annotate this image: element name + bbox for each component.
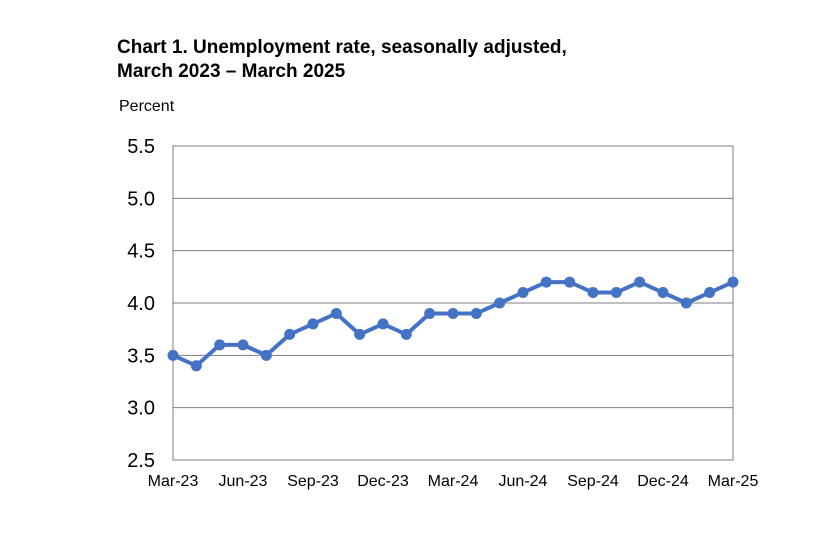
- chart-title-line-2: March 2023 – March 2025: [117, 61, 346, 82]
- data-point: [167, 349, 179, 361]
- data-point: [610, 287, 622, 299]
- data-point: [540, 276, 552, 288]
- data-point: [680, 297, 692, 309]
- data-point: [634, 276, 646, 288]
- y-tick-label: 4.5: [127, 241, 155, 263]
- data-point: [447, 307, 459, 319]
- x-tick-label: Mar-25: [708, 473, 759, 490]
- data-point: [494, 297, 506, 309]
- data-point: [727, 276, 739, 288]
- y-axis-label: Percent: [119, 98, 175, 115]
- x-tick-label: Sep-24: [567, 473, 619, 490]
- x-axis-ticks: Mar-23 Jun-23 Sep-23 Dec-23 Mar-24 Jun-24 Sep-…: [148, 473, 759, 490]
- x-tick-label: Dec-24: [637, 473, 689, 490]
- gridlines: [173, 197, 733, 409]
- data-point: [564, 276, 576, 288]
- x-tick-label: Jun-24: [499, 473, 548, 490]
- data-point: [424, 307, 436, 319]
- x-tick-label: Mar-23: [148, 473, 199, 490]
- x-tick-label: Sep-23: [287, 473, 339, 490]
- y-tick-label: 4.0: [127, 293, 155, 315]
- data-point: [587, 287, 599, 299]
- y-tick-label: 5.0: [127, 188, 155, 210]
- data-point: [470, 307, 482, 319]
- chart-title: Chart 1. Unemployment rate, seasonally a…: [117, 36, 567, 84]
- chart-title-line-1: Chart 1. Unemployment rate, seasonally a…: [117, 37, 567, 58]
- data-point: [354, 328, 366, 340]
- data-point: [400, 328, 412, 340]
- x-tick-label: Jun-23: [219, 473, 268, 490]
- data-point: [517, 287, 529, 299]
- series-line: [171, 280, 735, 368]
- data-point: [704, 287, 716, 299]
- series-layer: [167, 276, 739, 372]
- data-point: [214, 339, 226, 351]
- data-point: [657, 287, 669, 299]
- y-tick-label: 5.5: [127, 136, 155, 158]
- plot-area-frame: [172, 145, 734, 461]
- y-axis-ticks: 2.5 3.0 3.5 4.0 4.5 5.0 5.5: [127, 136, 155, 472]
- data-point: [377, 318, 389, 330]
- x-tick-label: Mar-24: [428, 473, 479, 490]
- data-point: [237, 339, 249, 351]
- data-point: [284, 328, 296, 340]
- data-point: [307, 318, 319, 330]
- data-point: [190, 360, 202, 372]
- y-tick-label: 2.5: [127, 450, 155, 472]
- x-tick-label: Dec-23: [357, 473, 409, 490]
- y-tick-label: 3.5: [127, 345, 155, 367]
- y-tick-label: 3.0: [127, 398, 155, 420]
- data-point: [330, 307, 342, 319]
- data-point: [260, 349, 272, 361]
